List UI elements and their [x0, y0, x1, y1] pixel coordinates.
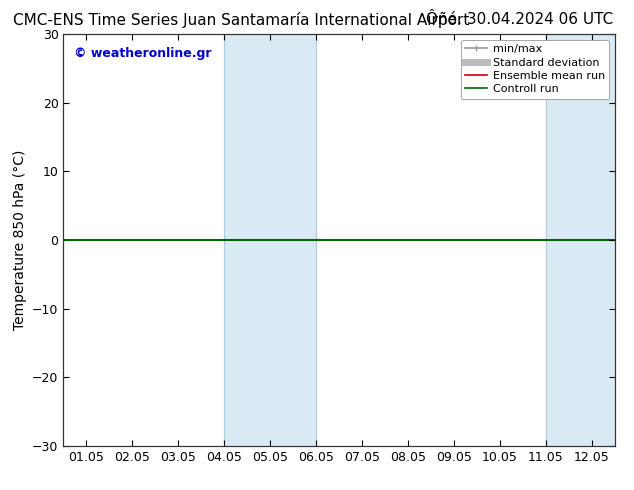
- Bar: [546, 34, 634, 446]
- Text: © weatheronline.gr: © weatheronline.gr: [74, 47, 212, 60]
- Bar: [224, 34, 316, 446]
- Text: CMC-ENS Time Series Juan Santamaría International Airport: CMC-ENS Time Series Juan Santamaría Inte…: [13, 12, 469, 28]
- Y-axis label: Temperature 850 hPa (°C): Temperature 850 hPa (°C): [13, 150, 27, 330]
- Text: Ôñé. 30.04.2024 06 UTC: Ôñé. 30.04.2024 06 UTC: [426, 12, 614, 27]
- Legend: min/max, Standard deviation, Ensemble mean run, Controll run: min/max, Standard deviation, Ensemble me…: [460, 40, 609, 99]
